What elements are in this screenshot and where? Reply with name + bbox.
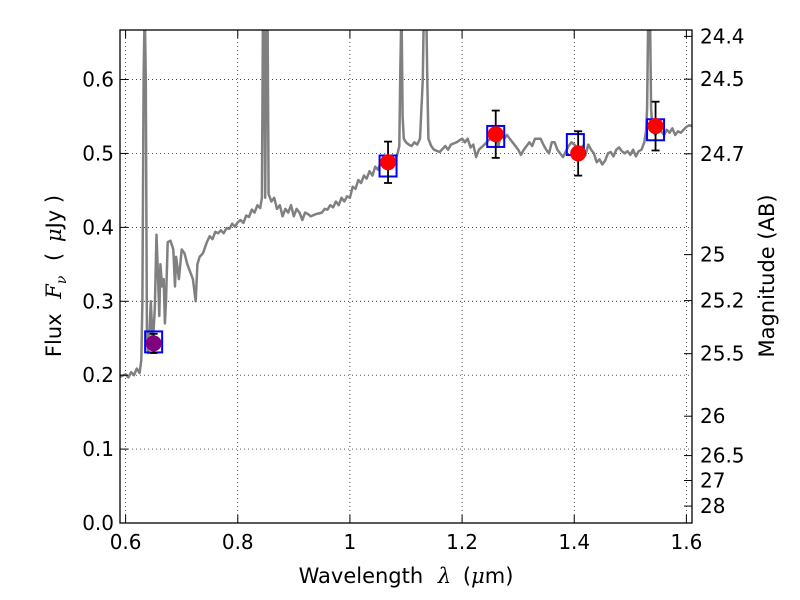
plot-frame [119,29,693,524]
x-tick-label: 1.4 [558,530,590,554]
y-tick-label: 0.2 [82,363,114,387]
x-axis-ticks: 0.6 0.8 1 1.2 1.4 1.6 [110,30,702,554]
y2-tick-label: 25.5 [700,342,745,366]
y-tick-label: 0.5 [82,141,114,165]
y2-axis-title: Magnitude (AB) [755,194,779,357]
x-axis-title: Wavelength λ (μm) [299,564,514,588]
model-spectrum-line [120,30,692,379]
y-tick-label: 0.6 [82,68,114,92]
observed-point [570,145,587,162]
y2-tick-label: 27 [700,469,725,493]
y-tick-label: 0.3 [82,289,114,313]
y-tick-label: 0.0 [82,511,114,535]
y-axis-ticks: 0.0 0.1 0.2 0.3 0.4 0.5 0.6 [82,68,128,535]
y2-tick-label: 25 [700,243,725,267]
y2-tick-label: 24.4 [700,24,745,48]
y2-tick-label: 25.2 [700,289,745,313]
y2-tick-label: 28 [700,494,725,518]
x-tick-label: 1.6 [670,530,702,554]
y-axis-title: Flux Fν ( μJy ) [42,195,71,357]
observed-point [145,335,162,352]
observed-point [647,118,664,135]
y2-tick-label: 26.5 [700,444,745,468]
y-tick-label: 0.1 [82,437,114,461]
observed-point [487,126,504,143]
y2-tick-label: 24.7 [700,142,745,166]
y-tick-label: 0.4 [82,215,114,239]
observed-points [145,100,664,354]
y2-tick-label: 24.5 [700,67,745,91]
x-tick-label: 0.8 [222,530,254,554]
x-tick-label: 0.6 [110,530,142,554]
x-tick-label: 1.2 [446,530,478,554]
observed-point [380,154,397,171]
x-tick-label: 1 [344,530,357,554]
grid-lines [120,30,692,524]
y2-tick-label: 26 [700,404,725,428]
